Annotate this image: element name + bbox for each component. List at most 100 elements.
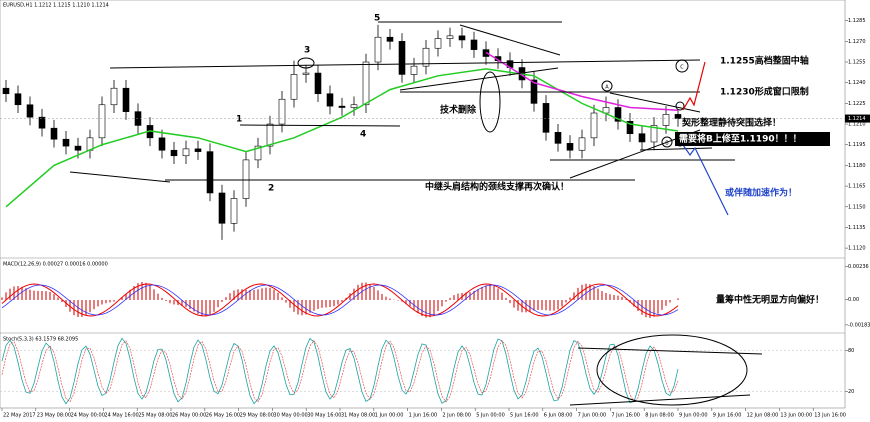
macd-histogram: [1, 282, 679, 318]
point-label: C: [680, 65, 684, 71]
macd-line: [1, 283, 679, 317]
candle-body: [158, 137, 166, 151]
annotation: 量筹中性无明显方向偏好！: [716, 294, 824, 306]
projection-down: [682, 144, 729, 216]
candle-body: [590, 112, 598, 139]
y-tick-label: 20: [848, 389, 854, 395]
candle-body: [458, 35, 466, 41]
y-tick-label: 1.1210: [848, 122, 866, 128]
candle-body: [314, 72, 322, 95]
annotation: 1.1255高档整固中轴: [720, 55, 809, 67]
candle-body: [398, 41, 406, 75]
y-tick-label: 0.00236: [848, 264, 869, 270]
candle-body: [638, 133, 646, 143]
callout-box: [675, 132, 830, 146]
candle-body: [578, 137, 586, 151]
stoch-signal: [1, 340, 679, 403]
candle-body: [26, 104, 34, 118]
y-tick-label: 1.1195: [848, 142, 866, 148]
moving-average: [485, 51, 679, 112]
candle-body: [230, 198, 238, 224]
x-tick-label: 24 May 00:00: [71, 413, 105, 419]
candle-body: [386, 36, 394, 42]
y-tick-label: 1.1270: [848, 39, 866, 45]
candle-body: [362, 61, 370, 106]
annotation: 1.1230形成窗口限制: [720, 86, 809, 98]
candle-body: [218, 192, 226, 224]
projection-up: [682, 61, 706, 111]
candle-body: [206, 151, 214, 194]
candle-body: [182, 148, 190, 157]
candle-body: [62, 138, 70, 147]
macd-label: MACD(12,26,9) 0.00027 0.00016 0.00000: [3, 262, 108, 268]
x-tick-label: 31 May 08:00: [341, 413, 375, 419]
point-label: A: [605, 85, 609, 91]
y-tick-label: 1.1225: [848, 101, 866, 107]
x-tick-label: 30 May 16:00: [307, 413, 341, 419]
x-tick-label: 9 Jun 00:00: [679, 413, 708, 419]
y-tick-label: 1.1120: [848, 246, 866, 252]
symbol-info: EURUSD,H1 1.1212 1.1215 1.1210 1.1214: [3, 3, 109, 9]
x-tick-label: 13 Jun 00:00: [780, 413, 812, 419]
candle-body: [194, 148, 202, 152]
x-tick-label: 6 Jun 08:00: [544, 413, 573, 419]
wave-label: 1: [236, 115, 242, 125]
candle-body: [242, 159, 250, 199]
signal-line: [1, 284, 679, 316]
candle-body: [446, 35, 454, 39]
candle-body: [674, 114, 682, 119]
candle-body: [374, 36, 382, 63]
x-tick-label: 26 May 16:00: [206, 413, 240, 419]
annotation: 中继头肩结构的颈线支撑再次确认！: [425, 181, 569, 193]
x-tick-label: 1 Jun 00:00: [375, 413, 404, 419]
y-tick-label: 1.1165: [848, 184, 866, 190]
candle-body: [326, 93, 334, 107]
moving-average: [5, 68, 679, 208]
candle-body: [98, 104, 106, 139]
point-label: B: [665, 141, 669, 147]
candle-body: [338, 105, 346, 108]
last-price-label: 1.1214: [848, 116, 866, 122]
x-tick-label: 2 Jun 08:00: [442, 413, 471, 419]
candle-body: [470, 39, 478, 50]
x-tick-label: 13 Jun 16:00: [814, 413, 846, 419]
annotation: 技术删除: [440, 104, 477, 116]
last-price-box: [845, 114, 870, 123]
stoch-label: Stoch(5,3,3) 63.1579 68.2095: [3, 337, 78, 343]
candle-body: [278, 98, 286, 125]
x-tick-label: 30 May 00:00: [273, 413, 307, 419]
wave-label: 3: [304, 46, 310, 56]
y-tick-label: -0.00183: [848, 322, 870, 328]
candle-body: [650, 125, 658, 143]
candle-body: [302, 72, 310, 75]
candle-body: [110, 87, 118, 106]
stoch-main: [1, 337, 679, 405]
x-tick-label: 26 May 00:00: [172, 413, 206, 419]
candle-body: [434, 38, 442, 49]
x-tick-label: 24 May 16:00: [104, 413, 138, 419]
x-tick-label: 7 Jun 00:00: [578, 413, 607, 419]
candle-body: [626, 120, 634, 135]
candle-body: [254, 145, 262, 161]
candle-body: [266, 123, 274, 147]
candle-body: [38, 116, 46, 129]
candle-body: [50, 127, 58, 140]
y-tick-label: 1.1285: [848, 18, 866, 24]
annotation: 或伴随加速作为！: [725, 187, 797, 199]
annotation: 契形整理静待突围选择！: [681, 117, 781, 129]
candle-body: [410, 65, 418, 75]
y-tick-label: 1.1240: [848, 80, 866, 86]
y-tick-label: 1.1180: [848, 163, 866, 169]
candle-body: [170, 149, 178, 157]
wave-label: 2: [268, 184, 274, 194]
candle-body: [614, 107, 622, 122]
y-tick-label: 1.1150: [848, 204, 866, 210]
y-tick-label: 1.1135: [848, 225, 866, 231]
candle-body: [350, 104, 358, 108]
candle-body: [542, 103, 550, 133]
candle-body: [290, 74, 298, 100]
candle-body: [662, 114, 670, 126]
x-tick-label: 23 May 08:00: [37, 413, 71, 419]
x-tick-label: 9 Jun 16:00: [713, 413, 742, 419]
